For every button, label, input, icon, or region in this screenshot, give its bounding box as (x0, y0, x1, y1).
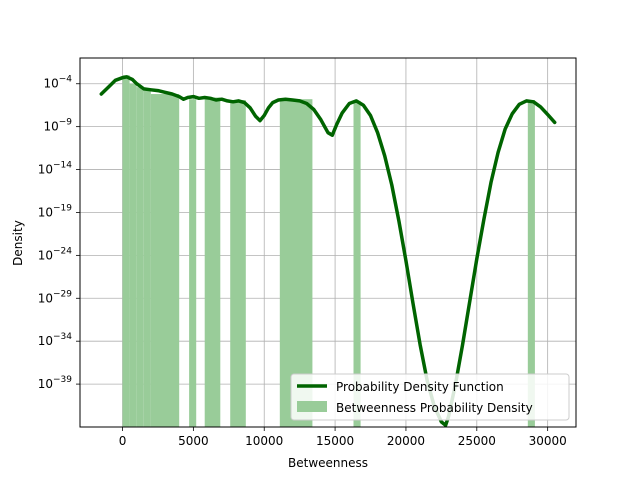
histogram-bar (230, 100, 246, 428)
x-tick-label: 20000 (387, 434, 425, 448)
histogram-bar (204, 97, 221, 427)
legend-bar-swatch (297, 401, 327, 412)
histogram-bar (279, 99, 313, 427)
x-tick-label: 5000 (178, 434, 209, 448)
histogram-bar (129, 83, 137, 427)
y-tick-label: 10−4 (43, 75, 72, 91)
histogram-bar (527, 100, 535, 428)
x-tick-label: 0 (119, 434, 127, 448)
x-tick-label: 15000 (316, 434, 354, 448)
histogram-bars (122, 75, 535, 428)
histogram-bar (353, 100, 361, 427)
histogram-bar (136, 87, 144, 427)
y-tick-label: 10−14 (38, 161, 73, 177)
legend-label-hist: Betweenness Probability Density (336, 401, 533, 415)
legend-label-pdf: Probability Density Function (336, 380, 504, 394)
y-tick-label: 10−29 (38, 289, 73, 305)
y-axis-label: Density (11, 220, 25, 266)
x-tick-label: 25000 (458, 434, 496, 448)
plot-frame (79, 57, 577, 428)
legend-box (290, 373, 570, 421)
histogram-bar (189, 99, 197, 427)
x-tick-label: 10000 (245, 434, 283, 448)
pdf-line-group (99, 75, 557, 428)
x-axis-label: Betweenness (288, 456, 368, 470)
y-axis-ticks: 10−4 10−9 10−14 10−19 10−24 10−29 10−34 10−39 (38, 75, 80, 391)
y-tick-label: 10−34 (38, 332, 73, 348)
histogram-bar (150, 94, 180, 427)
histogram-bar (143, 90, 151, 427)
x-axis-ticks: 0 5000 10000 15000 20000 25000 30000 (119, 427, 567, 448)
x-tick-label: 30000 (529, 434, 567, 448)
y-tick-label: 10−39 (38, 375, 73, 391)
legend: Probability Density Function Betweenness… (290, 373, 570, 421)
histogram-bar (122, 75, 130, 428)
y-tick-label: 10−24 (38, 246, 73, 262)
y-tick-label: 10−9 (43, 118, 72, 134)
pdf-line (99, 75, 557, 428)
y-tick-label: 10−19 (38, 203, 73, 219)
